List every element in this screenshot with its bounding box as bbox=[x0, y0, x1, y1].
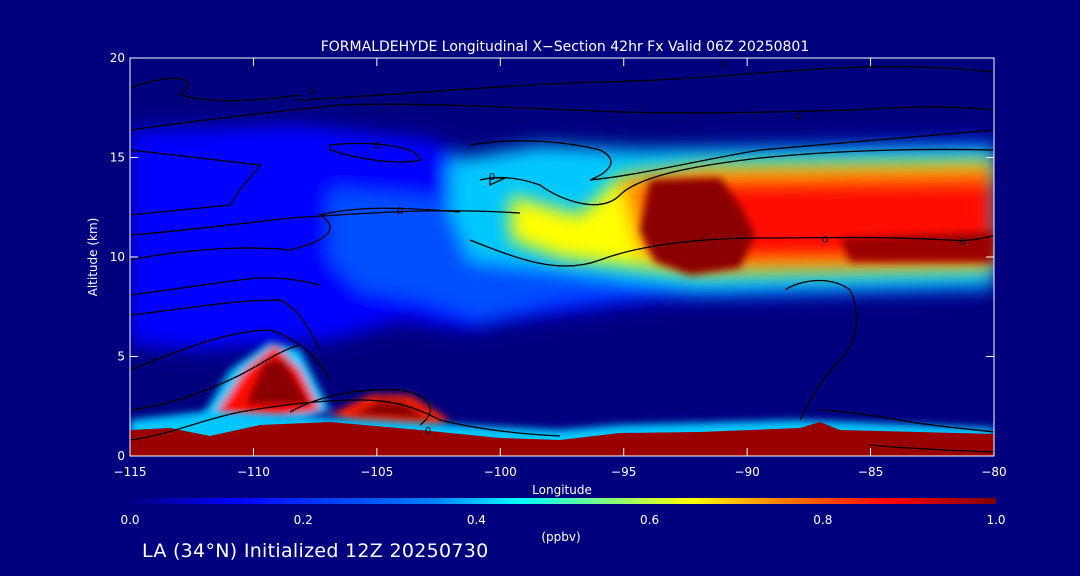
y-tick-label: 5 bbox=[117, 350, 125, 364]
x-axis: −115 −110 −105 −100 −95 −90 −85 −80 bbox=[114, 58, 1007, 479]
x-tick-label: −115 bbox=[114, 465, 147, 479]
contour-label: 0 bbox=[397, 206, 403, 217]
field-dark-red-east bbox=[840, 232, 994, 262]
field-central-plume-core bbox=[350, 400, 430, 420]
x-tick-label: −80 bbox=[981, 465, 1006, 479]
contour-lines bbox=[130, 65, 994, 453]
x-tick-label: −105 bbox=[360, 465, 393, 479]
chart-title: FORMALDEHYDE Longitudinal X−Section 42hr… bbox=[321, 39, 810, 55]
initialization-label: LA (34°N) Initialized 12Z 20250730 bbox=[142, 540, 489, 562]
x-tick-label: −100 bbox=[484, 465, 517, 479]
x-tick-label: −95 bbox=[611, 465, 636, 479]
contour-label: 0 bbox=[960, 237, 966, 248]
colorbar bbox=[130, 498, 996, 504]
y-axis-label: Altitude (km) bbox=[86, 218, 100, 297]
y-tick-label: 15 bbox=[110, 151, 125, 165]
x-tick-label: −85 bbox=[858, 465, 883, 479]
field-dark-red-core bbox=[640, 178, 755, 275]
colorbar-label: (ppbv) bbox=[541, 530, 580, 544]
contour-label: 0 bbox=[309, 86, 315, 97]
colorbar-tick-label: 0.2 bbox=[294, 513, 313, 527]
contour-labels: 0 0 0 0 0 0 0 0 0 bbox=[309, 60, 966, 437]
x-tick-label: −90 bbox=[734, 465, 759, 479]
colorbar-tick-label: 0.0 bbox=[120, 513, 139, 527]
contour-label: 0 bbox=[722, 60, 728, 71]
y-tick-label: 0 bbox=[117, 449, 125, 463]
colorbar-tick-label: 1.0 bbox=[986, 513, 1005, 527]
contour-label: 0 bbox=[489, 172, 495, 183]
field-west-plume-core bbox=[245, 360, 310, 405]
colorbar-tick-label: 0.4 bbox=[467, 513, 486, 527]
x-axis-label: Longitude bbox=[532, 483, 592, 497]
colorbar-ticks: 0.0 0.2 0.4 0.6 0.8 1.0 bbox=[120, 513, 1005, 527]
y-axis: 0 5 10 15 20 bbox=[110, 51, 994, 463]
y-tick-label: 10 bbox=[110, 250, 125, 264]
y-tick-label: 20 bbox=[110, 51, 125, 65]
colorbar-tick-label: 0.6 bbox=[640, 513, 659, 527]
field-light-blue bbox=[330, 190, 994, 320]
contour-label: 0 bbox=[795, 112, 801, 123]
contour-label: 0 bbox=[374, 141, 380, 152]
x-tick-label: −110 bbox=[237, 465, 270, 479]
concentration-field bbox=[130, 58, 994, 456]
colorbar-tick-label: 0.8 bbox=[813, 513, 832, 527]
contour-label: 0 bbox=[822, 235, 828, 246]
contour-label: 0 bbox=[425, 426, 431, 437]
field-boundary-red bbox=[130, 422, 994, 456]
